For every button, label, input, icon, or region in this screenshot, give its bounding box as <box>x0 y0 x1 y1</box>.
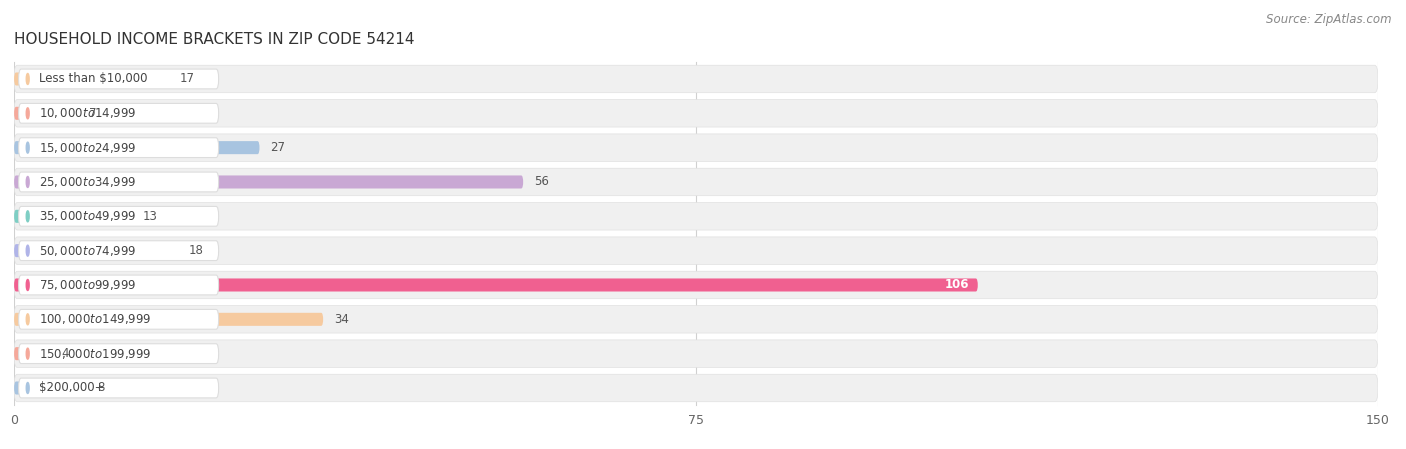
FancyBboxPatch shape <box>18 138 219 158</box>
Text: 7: 7 <box>89 107 96 120</box>
FancyBboxPatch shape <box>18 172 219 192</box>
Text: $15,000 to $24,999: $15,000 to $24,999 <box>38 141 136 154</box>
FancyBboxPatch shape <box>14 347 51 360</box>
Text: 18: 18 <box>188 244 204 257</box>
Circle shape <box>27 245 30 256</box>
Circle shape <box>27 279 30 291</box>
Circle shape <box>27 314 30 325</box>
FancyBboxPatch shape <box>14 100 1378 127</box>
Text: Source: ZipAtlas.com: Source: ZipAtlas.com <box>1267 13 1392 26</box>
FancyBboxPatch shape <box>14 72 169 85</box>
FancyBboxPatch shape <box>18 378 219 398</box>
Circle shape <box>27 108 30 119</box>
FancyBboxPatch shape <box>14 134 1378 161</box>
Text: $150,000 to $199,999: $150,000 to $199,999 <box>38 347 150 361</box>
FancyBboxPatch shape <box>18 344 219 364</box>
Text: $200,000+: $200,000+ <box>38 382 104 395</box>
Text: 106: 106 <box>945 278 969 291</box>
Text: Less than $10,000: Less than $10,000 <box>38 72 148 85</box>
Text: $35,000 to $49,999: $35,000 to $49,999 <box>38 209 136 223</box>
FancyBboxPatch shape <box>14 141 260 154</box>
FancyBboxPatch shape <box>14 176 523 189</box>
Circle shape <box>27 383 30 393</box>
FancyBboxPatch shape <box>14 210 132 223</box>
Text: HOUSEHOLD INCOME BRACKETS IN ZIP CODE 54214: HOUSEHOLD INCOME BRACKETS IN ZIP CODE 54… <box>14 32 415 48</box>
FancyBboxPatch shape <box>18 69 219 89</box>
FancyBboxPatch shape <box>18 103 219 123</box>
Text: $75,000 to $99,999: $75,000 to $99,999 <box>38 278 136 292</box>
FancyBboxPatch shape <box>14 374 1378 402</box>
FancyBboxPatch shape <box>14 306 1378 333</box>
Text: $25,000 to $34,999: $25,000 to $34,999 <box>38 175 136 189</box>
Text: 8: 8 <box>97 382 105 395</box>
Text: $10,000 to $14,999: $10,000 to $14,999 <box>38 106 136 120</box>
FancyBboxPatch shape <box>14 278 977 291</box>
Text: 13: 13 <box>143 210 157 223</box>
FancyBboxPatch shape <box>18 207 219 226</box>
Text: 56: 56 <box>534 176 548 189</box>
Text: 34: 34 <box>335 313 349 326</box>
FancyBboxPatch shape <box>14 237 1378 264</box>
Circle shape <box>27 176 30 188</box>
Text: 17: 17 <box>180 72 194 85</box>
Circle shape <box>27 211 30 222</box>
Text: $100,000 to $149,999: $100,000 to $149,999 <box>38 313 150 326</box>
Text: $50,000 to $74,999: $50,000 to $74,999 <box>38 244 136 258</box>
FancyBboxPatch shape <box>14 340 1378 367</box>
Circle shape <box>27 74 30 84</box>
Circle shape <box>27 348 30 359</box>
Text: 27: 27 <box>270 141 285 154</box>
FancyBboxPatch shape <box>14 244 177 257</box>
FancyBboxPatch shape <box>18 241 219 260</box>
FancyBboxPatch shape <box>14 168 1378 196</box>
FancyBboxPatch shape <box>18 275 219 295</box>
FancyBboxPatch shape <box>14 382 87 395</box>
FancyBboxPatch shape <box>14 313 323 326</box>
FancyBboxPatch shape <box>18 309 219 329</box>
Text: 4: 4 <box>62 347 69 360</box>
FancyBboxPatch shape <box>14 202 1378 230</box>
FancyBboxPatch shape <box>14 65 1378 92</box>
Circle shape <box>27 142 30 153</box>
FancyBboxPatch shape <box>14 107 77 120</box>
FancyBboxPatch shape <box>14 271 1378 299</box>
